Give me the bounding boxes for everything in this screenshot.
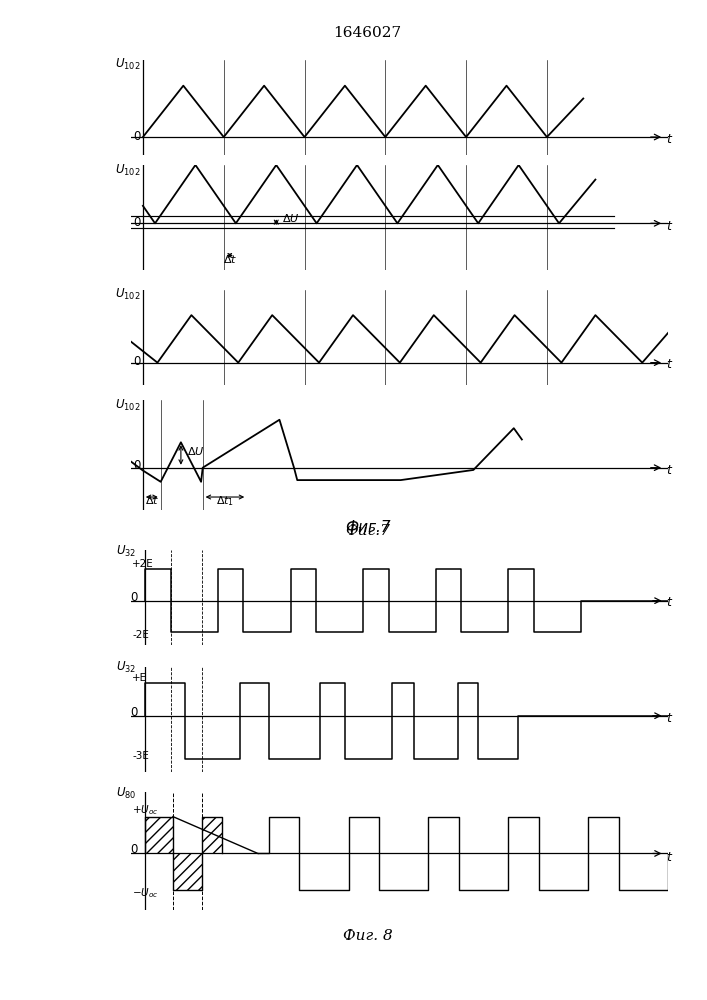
Text: $\Delta t_1$: $\Delta t_1$ <box>216 494 234 508</box>
Text: t: t <box>667 358 672 371</box>
Text: Фиг.7: Фиг.7 <box>345 524 390 538</box>
Text: $\Delta t$: $\Delta t$ <box>145 494 159 506</box>
Text: $\Delta U$: $\Delta U$ <box>187 445 204 457</box>
Text: 0: 0 <box>133 459 141 472</box>
Text: 0: 0 <box>131 843 138 856</box>
Text: 0: 0 <box>133 130 141 143</box>
Text: +2E: +2E <box>132 559 154 569</box>
Text: t: t <box>667 712 672 725</box>
Text: $U_{102}$: $U_{102}$ <box>115 163 141 178</box>
Text: t: t <box>667 596 672 609</box>
Text: $U_{32}$: $U_{32}$ <box>117 544 136 559</box>
Text: 0: 0 <box>131 591 138 604</box>
Text: t: t <box>667 464 672 477</box>
Text: 0: 0 <box>133 216 141 229</box>
Text: $U_{102}$: $U_{102}$ <box>115 287 141 302</box>
Text: $U_{80}$: $U_{80}$ <box>116 786 136 801</box>
Text: $\Delta t$: $\Delta t$ <box>223 253 237 265</box>
Text: $U_{102}$: $U_{102}$ <box>115 397 141 413</box>
Text: 0: 0 <box>133 355 141 368</box>
Text: t: t <box>667 133 672 146</box>
Text: t: t <box>667 851 672 864</box>
Text: Фиг.7: Фиг.7 <box>345 520 390 535</box>
Text: $+U_{oc}$: $+U_{oc}$ <box>132 804 159 817</box>
Text: -3E: -3E <box>132 751 149 761</box>
Text: 0: 0 <box>131 706 138 719</box>
Text: Фиг. 8: Фиг. 8 <box>343 929 392 943</box>
Text: $U_{102}$: $U_{102}$ <box>115 57 141 72</box>
Text: -2E: -2E <box>132 630 149 640</box>
Text: $-U_{oc}$: $-U_{oc}$ <box>132 886 159 900</box>
Text: 1646027: 1646027 <box>334 26 402 40</box>
Text: $U_{32}$: $U_{32}$ <box>117 660 136 675</box>
Text: $\Delta U$: $\Delta U$ <box>282 212 300 224</box>
Text: t: t <box>667 220 672 233</box>
Text: +E: +E <box>132 673 147 683</box>
